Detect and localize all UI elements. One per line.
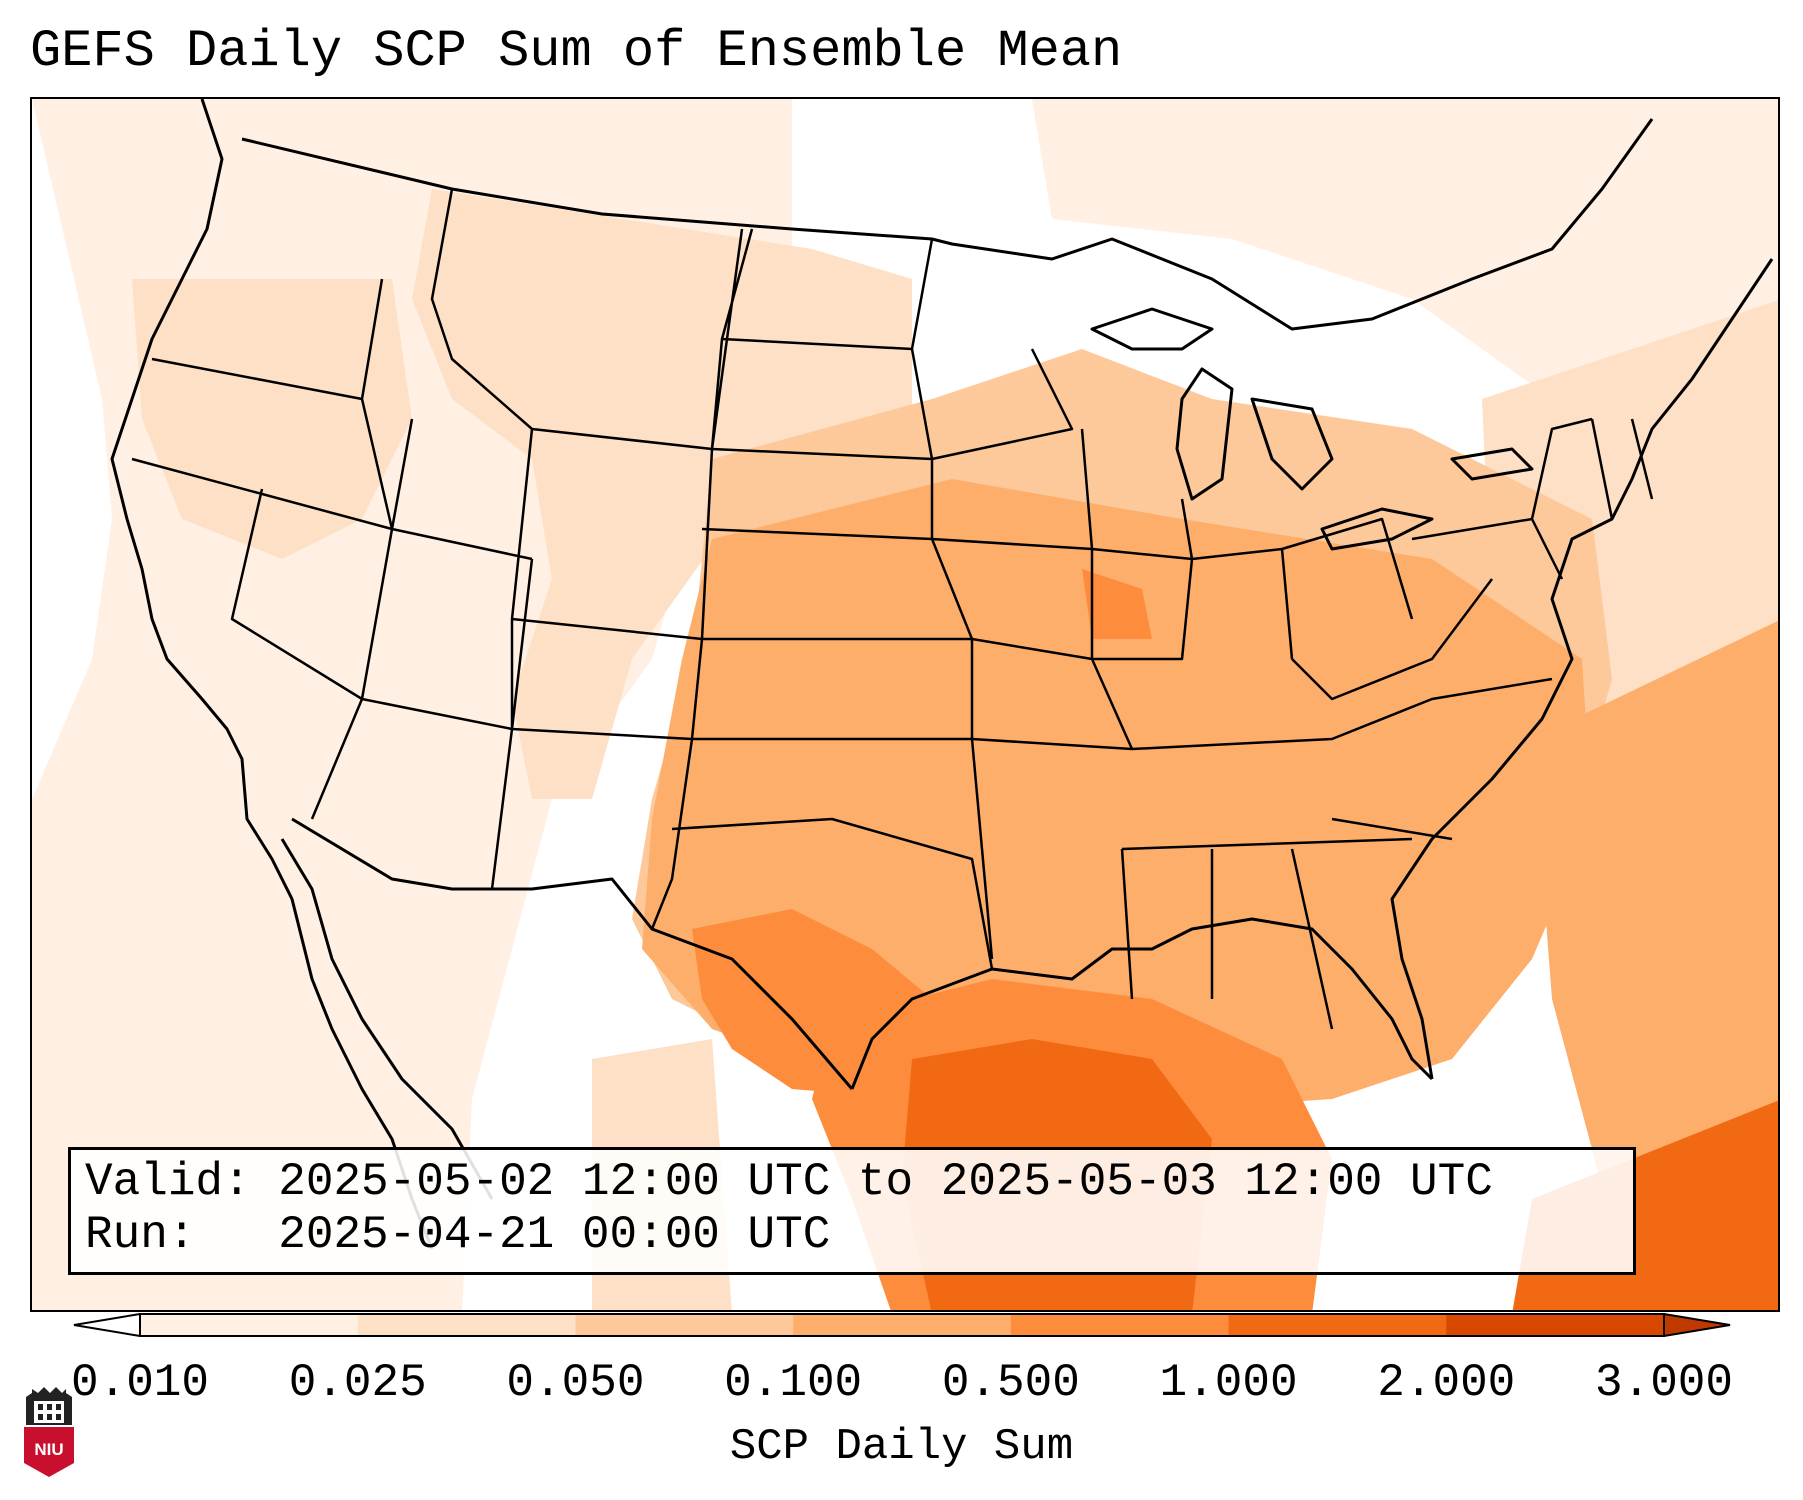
colorbar-segment [1010,1314,1230,1336]
validity-info-box: Valid: 2025-05-02 12:00 UTC to 2025-05-0… [68,1147,1636,1275]
colorbar-segment [1228,1314,1447,1336]
gulf-coastline [850,917,1434,1090]
colorbar-tick-label: 0.050 [506,1357,645,1409]
colorbar-extend-high [1663,1313,1731,1337]
scp-shade-illinois-spot [1082,569,1152,639]
scp-shade-pacific-nw [132,279,412,559]
us-canada-border [241,118,1654,331]
scp-shade-northeast [1032,99,1778,617]
map-outlines [110,99,1774,1250]
colorbar-tick-label: 0.500 [941,1357,1080,1409]
colorbar-segment [357,1314,576,1336]
colorbar-tick-label: 3.000 [1594,1357,1734,1409]
colorbar-segment [575,1314,794,1336]
colorbar-segment [140,1314,359,1336]
scp-map [32,99,1778,1310]
us-mexico-border [291,817,854,1090]
scp-shade-south-central [642,479,1592,1109]
colorbar-label: SCP Daily Sum [729,1422,1074,1472]
colorbar-tick-label: 2.000 [1377,1357,1516,1409]
colorbar-tick-label: 0.025 [288,1357,427,1409]
logo-text: NIU [34,1440,63,1459]
colorbar-extend-low [73,1313,141,1337]
baja-coastline [280,838,494,1200]
state-lines [131,188,1654,1030]
colorbar-tick-label: 0.100 [724,1357,863,1409]
niu-logo: NIU [24,1387,74,1477]
colorbar-segment [793,1314,1012,1336]
west-coastline [110,99,434,1250]
east-coastline [1390,258,1774,1080]
run-time-text: Run: 2025-04-21 00:00 UTC [85,1209,831,1261]
valid-time-text: Valid: 2025-05-02 12:00 UTC to 2025-05-0… [85,1156,1493,1208]
colorbar-segment [1446,1314,1665,1336]
colorbar-tick-label: 0.010 [70,1357,210,1409]
map-title: GEFS Daily SCP Sum of Ensemble Mean [30,22,1123,81]
colorbar-border [139,1313,1665,1337]
colorbar-tick-label: 1.000 [1159,1357,1298,1409]
colorbar [73,1313,1731,1337]
great-lakes [1090,307,1534,551]
map-panel: Valid: 2025-05-02 12:00 UTC to 2025-05-0… [30,97,1780,1312]
